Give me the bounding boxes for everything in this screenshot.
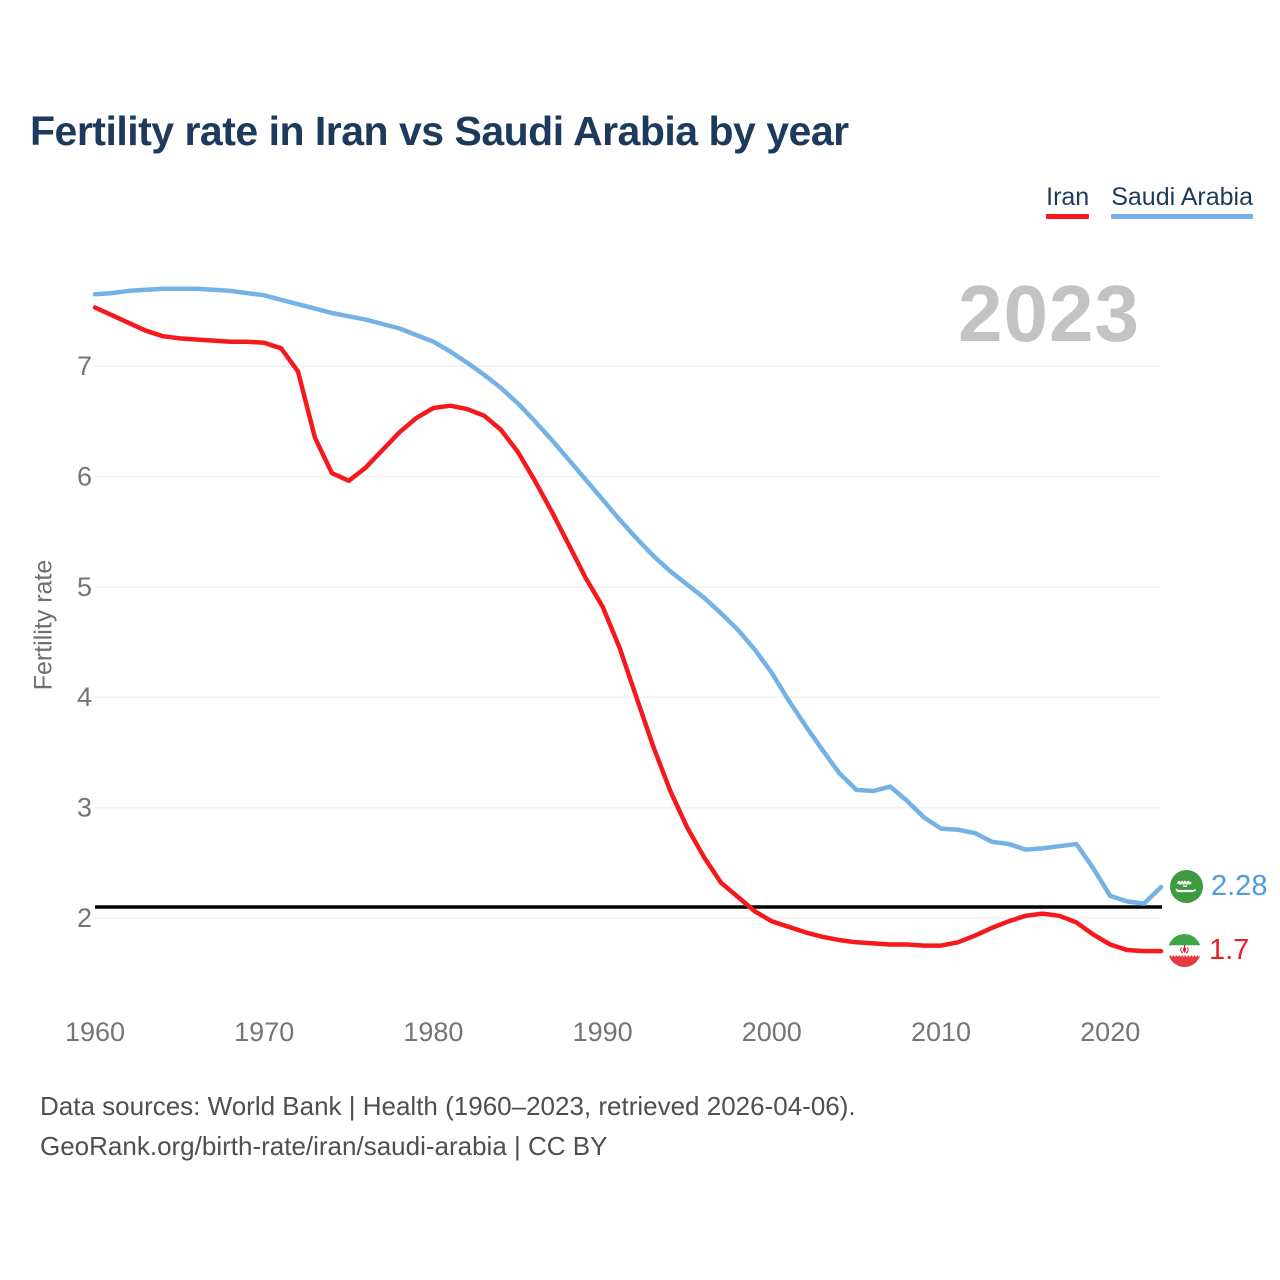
year-watermark: 2023 [958, 269, 1140, 358]
end-label-value-iran: 1.7 [1209, 934, 1250, 966]
end-label-saudi-arabia: 2.28 [1170, 870, 1267, 903]
y-tick-3: 3 [77, 793, 92, 823]
x-tick-1970: 1970 [234, 1017, 294, 1047]
page-title: Fertility rate in Iran vs Saudi Arabia b… [30, 108, 849, 154]
legend-swatch-iran [1046, 214, 1090, 219]
y-tick-5: 5 [77, 572, 92, 602]
series-line-iran[interactable] [92, 305, 1164, 954]
x-tick-2000: 2000 [742, 1017, 802, 1047]
y-tick-2: 2 [77, 903, 92, 933]
x-tick-2020: 2020 [1080, 1017, 1140, 1047]
series-line-saudi-arabia[interactable] [92, 286, 1164, 906]
x-tick-1980: 1980 [403, 1017, 463, 1047]
end-label-value-saudi-arabia: 2.28 [1211, 870, 1268, 902]
footer-sources-line: Data sources: World Bank | Health (1960–… [40, 1091, 856, 1121]
legend-item-iran[interactable]: Iran [1046, 183, 1090, 219]
legend: Iran Saudi Arabia [1046, 184, 1253, 219]
x-tick-2010: 2010 [911, 1017, 971, 1047]
x-tick-1990: 1990 [573, 1017, 633, 1047]
end-label-iran: 1.7 [1168, 934, 1249, 967]
x-tick-1960: 1960 [65, 1017, 125, 1047]
legend-item-saudi-arabia[interactable]: Saudi Arabia [1111, 184, 1253, 219]
y-tick-4: 4 [77, 682, 92, 712]
saudi-arabia-flag-icon [1170, 870, 1203, 903]
y-tick-6: 6 [77, 461, 92, 491]
footer: Data sources: World Bank | Health (1960–… [40, 1086, 856, 1166]
legend-label-saudi-arabia: Saudi Arabia [1111, 183, 1253, 211]
legend-label-iran: Iran [1046, 183, 1090, 211]
iran-flag-icon [1168, 934, 1201, 967]
footer-attribution-line: GeoRank.org/birth-rate/iran/saudi-arabia… [40, 1131, 608, 1161]
legend-swatch-saudi-arabia [1111, 214, 1253, 219]
y-tick-7: 7 [77, 351, 92, 381]
